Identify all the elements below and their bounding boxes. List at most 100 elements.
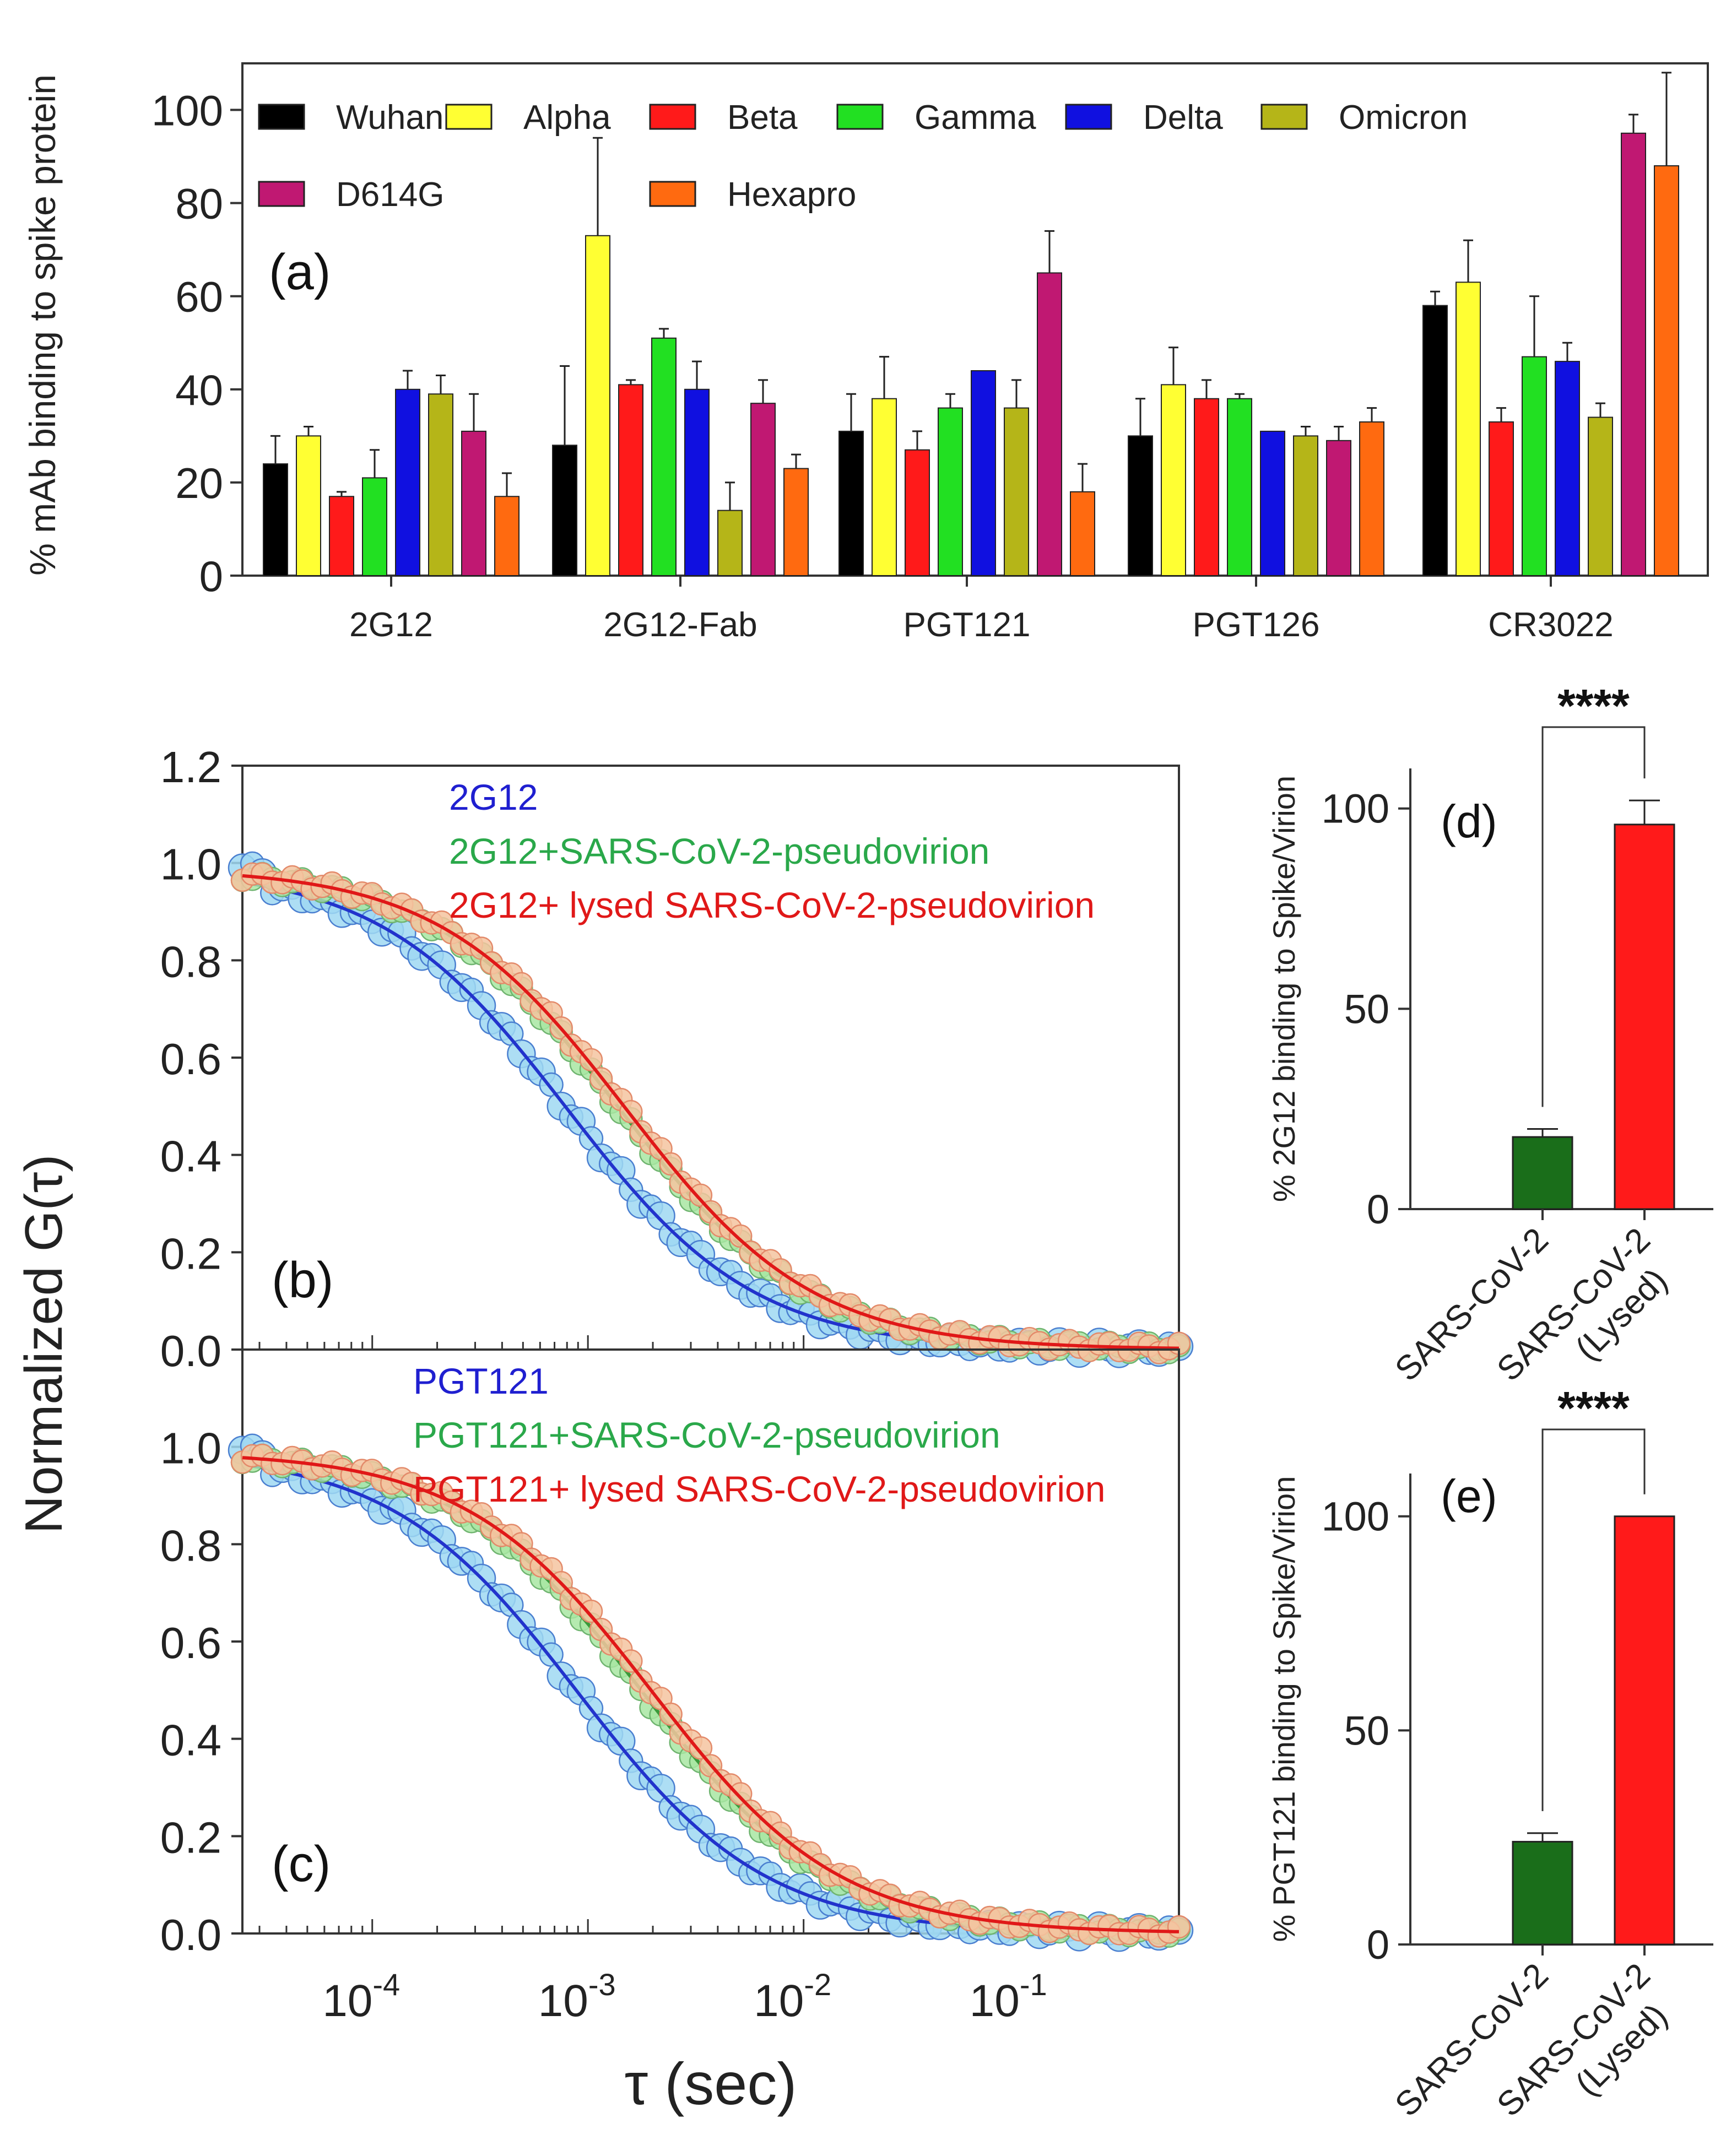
x-tick-label: CR3022 (1488, 606, 1613, 644)
legend-item-gamma: Gamma (836, 99, 1036, 137)
x-tick-base: 10 (970, 1976, 1020, 2026)
y-tick-label: 100 (1322, 786, 1389, 832)
legend-label: Delta (1143, 99, 1223, 137)
legend-label: Omicron (1339, 99, 1468, 137)
y-tick-label: 1.0 (160, 1424, 221, 1473)
bar-delta-pgt121 (971, 370, 996, 576)
legend-item-wuhan: Wuhan (258, 99, 443, 137)
data-point (1167, 1915, 1191, 1939)
bar-d614g-pgt121 (1037, 272, 1062, 577)
bar-wuhan-2g12 (263, 463, 288, 576)
bar-wuhan-pgt126 (1128, 435, 1153, 577)
y-tick-label: 20 (175, 459, 223, 507)
bar-hexapro-pgt121 (1070, 491, 1095, 576)
data-point (579, 1048, 603, 1072)
x-tick-exponent: -2 (804, 1967, 831, 2002)
y-tick-label: 1.0 (160, 840, 221, 889)
y-tick-label: 0.4 (160, 1716, 221, 1765)
significance-bracket (1541, 726, 1646, 1107)
y-tick-label: 0.0 (160, 1910, 221, 1959)
bar-omicron-2g12 (428, 393, 453, 576)
x-tick-label: 2G12 (349, 606, 433, 644)
fit-curve (242, 1456, 1179, 1933)
legend-label: Wuhan (336, 99, 443, 137)
y-tick-label: 40 (175, 366, 223, 414)
bar-delta-cr3022 (1555, 361, 1580, 576)
bar-sars-cov-2-lysed (1614, 824, 1675, 1210)
panel-c: 0.0 0.2 0.4 0.6 0.8 1.0 PGT121 PGT121+SARS-CoV-… (14, 1155, 1194, 2117)
bar-beta-2g12 (329, 496, 354, 576)
data-point (689, 1736, 713, 1760)
x-tick-label: PGT121 (903, 606, 1031, 644)
legend-label: Beta (727, 99, 798, 137)
x-tick-base: 10 (754, 1976, 804, 2026)
bar-hexapro-pgt126 (1359, 421, 1384, 576)
bar-delta-pgt126 (1260, 430, 1285, 577)
legend-label: PGT121+ lysed SARS-CoV-2-pseudovirion (413, 1469, 1105, 1509)
legend-label: PGT121+SARS-CoV-2-pseudovirion (413, 1415, 1000, 1455)
y-tick-label: 100 (1322, 1494, 1389, 1540)
bar-beta-cr3022 (1489, 421, 1514, 576)
legend-item-beta: Beta (649, 99, 798, 137)
x-tick-label: 2G12-Fab (603, 606, 757, 644)
bar-gamma-pgt126 (1227, 398, 1252, 577)
bar-hexapro-cr3022 (1654, 165, 1679, 576)
bar-hexapro-2g12 (494, 496, 520, 576)
bar-d614g-2g12 (461, 430, 486, 577)
y-axis-label: % 2G12 binding to Spike/Virion (1267, 776, 1301, 1202)
x-tick-base: 10 (538, 1976, 588, 2026)
legend-swatch (649, 181, 696, 207)
panel-a: 0 20 40 60 80 100 % mAb binding to spike prote… (22, 62, 1709, 644)
bar-wuhan-cr3022 (1422, 305, 1448, 576)
bar-gamma-pgt121 (938, 407, 963, 576)
y-tick-label: 0.2 (160, 1813, 221, 1862)
x-tick-exponent: -1 (1020, 1967, 1047, 2002)
fit-curve (242, 1456, 1179, 1934)
bar-alpha-2g12 (296, 435, 321, 577)
legend-swatch (258, 104, 305, 130)
significance-stars: **** (1557, 1382, 1630, 1434)
legend-item-omicron: Omicron (1260, 99, 1468, 137)
x-tick-exponent: -3 (588, 1967, 616, 2002)
bar-d614g-2g12-fab (750, 403, 776, 576)
data-point (579, 1599, 603, 1623)
y-tick-label: 100 (152, 86, 223, 135)
bar-gamma-cr3022 (1522, 356, 1547, 576)
panel-label: (c) (272, 1836, 331, 1892)
bar-alpha-cr3022 (1456, 281, 1481, 576)
x-tick-label: 10-4 (322, 1967, 400, 2026)
y-tick-label: 0 (199, 552, 223, 600)
series-pgt121 (228, 1433, 1194, 1952)
y-tick-label: 0 (1367, 1187, 1389, 1232)
legend-label: Hexapro (727, 176, 856, 214)
bar-d614g-pgt126 (1326, 440, 1351, 576)
legend-label: PGT121 (413, 1361, 549, 1401)
bar-sars-cov-2 (1512, 1136, 1573, 1210)
y-tick-label: 80 (175, 180, 223, 228)
legend-item-alpha: Alpha (445, 99, 611, 137)
legend-swatch (1260, 104, 1308, 130)
y-tick-label: 0.6 (160, 1034, 221, 1084)
x-tick-label: 10-1 (970, 1967, 1047, 2026)
bar-delta-2g12 (395, 388, 420, 576)
y-tick-label: 0.8 (160, 937, 221, 986)
y-axis-label: % mAb binding to spike protein (22, 74, 63, 576)
bar-alpha-pgt126 (1161, 384, 1186, 576)
y-tick-label: 0.0 (160, 1326, 221, 1375)
y-tick-label: 0.4 (160, 1132, 221, 1181)
panel-e: 0 50 100 % PGT121 binding to Spike/Virion (e… (1267, 1382, 1713, 2124)
y-tick-label: 0.6 (160, 1618, 221, 1667)
data-point (729, 1782, 753, 1806)
bar-gamma-2g12 (362, 477, 387, 576)
panel-label: (a) (269, 244, 331, 300)
bar-sars-cov-2 (1512, 1840, 1573, 1946)
legend-item-hexapro: Hexapro (649, 176, 856, 214)
legend-swatch (649, 104, 696, 130)
x-tick-label: 10-2 (754, 1967, 831, 2026)
y-tick-label: 0 (1367, 1922, 1389, 1968)
legend-swatch (1065, 104, 1112, 130)
x-tick-exponent: -4 (372, 1967, 400, 2002)
bar-sars-cov-2-lysed (1614, 1515, 1675, 1946)
